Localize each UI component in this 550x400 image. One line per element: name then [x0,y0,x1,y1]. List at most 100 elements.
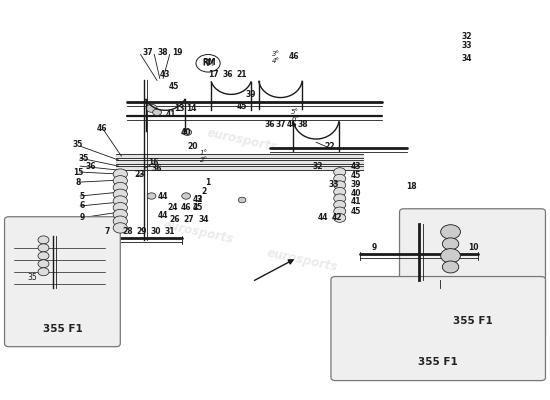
Text: 45: 45 [237,102,248,111]
Text: 17: 17 [208,70,219,79]
Circle shape [38,260,49,268]
Text: 45: 45 [351,207,361,216]
Circle shape [38,244,49,252]
Text: 8: 8 [76,178,81,186]
Text: 33: 33 [462,41,472,50]
Text: 38: 38 [157,48,168,57]
Text: 30: 30 [150,227,161,236]
Text: 9: 9 [79,214,85,222]
Circle shape [334,168,346,176]
Text: 36: 36 [152,164,162,173]
Circle shape [334,200,346,209]
Circle shape [113,169,128,179]
FancyBboxPatch shape [331,276,546,380]
Text: 355 F1: 355 F1 [42,324,82,334]
Text: 25: 25 [192,204,202,212]
Circle shape [183,129,191,136]
Text: 22: 22 [324,142,335,151]
Text: 3: 3 [197,196,202,204]
Text: 15: 15 [73,168,84,176]
Text: 9: 9 [371,242,376,252]
Text: 27: 27 [183,216,194,224]
Text: 4: 4 [193,204,198,212]
Text: 26: 26 [169,216,180,224]
Text: 43: 43 [160,70,170,79]
Text: 41: 41 [166,110,176,119]
Circle shape [38,268,49,276]
Text: 45: 45 [351,171,361,180]
Circle shape [38,252,49,260]
Circle shape [38,236,49,244]
Text: 5°
6°: 5° 6° [292,108,299,122]
Text: 14: 14 [186,104,197,113]
Text: 31: 31 [164,227,175,236]
Text: 29: 29 [136,227,147,236]
Text: 5: 5 [79,192,85,200]
Circle shape [334,207,346,216]
Text: 20: 20 [188,142,198,151]
Text: RM: RM [202,58,216,67]
Text: 3°
4°: 3° 4° [272,51,280,64]
Text: eurosports: eurosports [206,126,279,154]
Text: 41: 41 [351,198,361,206]
Text: eurosports: eurosports [162,218,235,246]
Text: 46: 46 [97,124,107,133]
Text: 37: 37 [142,48,153,57]
Text: 35: 35 [72,140,82,149]
Circle shape [153,109,162,116]
Text: 34: 34 [199,216,209,224]
Circle shape [442,238,459,250]
Text: 38: 38 [297,120,308,129]
Text: 40: 40 [351,189,361,198]
Circle shape [147,193,156,199]
Text: 19: 19 [172,48,183,57]
Text: 10: 10 [469,242,479,252]
Circle shape [238,197,246,203]
Circle shape [113,216,128,226]
Text: 355 F1: 355 F1 [453,316,492,326]
Circle shape [182,193,190,199]
Text: RM: RM [202,59,214,68]
Text: 43: 43 [351,162,361,171]
Text: 13: 13 [174,104,184,113]
Text: 33: 33 [329,180,339,188]
Text: 46: 46 [180,203,191,212]
Text: 28: 28 [123,227,133,236]
Circle shape [146,104,157,112]
Text: 6: 6 [79,202,85,210]
Circle shape [334,181,346,190]
FancyBboxPatch shape [399,209,546,339]
Text: 355 F1: 355 F1 [419,358,458,368]
Text: 21: 21 [237,70,248,79]
Circle shape [334,174,346,183]
Text: 46: 46 [289,52,299,61]
Circle shape [196,54,220,72]
Text: 42: 42 [193,196,204,204]
Circle shape [441,225,460,239]
Circle shape [334,194,346,203]
Text: 44: 44 [318,214,328,222]
Circle shape [113,176,128,186]
Text: 39: 39 [245,90,256,99]
Text: 35: 35 [79,154,89,163]
Text: 32: 32 [312,162,323,171]
Circle shape [441,249,460,263]
Text: 1°
2°: 1° 2° [200,150,208,164]
Circle shape [113,189,128,200]
Text: 1: 1 [206,178,211,186]
Circle shape [113,209,128,220]
Circle shape [113,223,128,233]
Text: 39: 39 [351,180,361,188]
Text: 42: 42 [331,214,342,222]
Text: 24: 24 [167,204,178,212]
Text: 2: 2 [201,187,206,196]
Text: 44: 44 [157,212,168,220]
Text: eurosports: eurosports [266,246,339,274]
Circle shape [113,196,128,206]
Text: 36: 36 [264,120,275,129]
Text: 37: 37 [275,120,286,129]
Text: 34: 34 [462,54,472,63]
Text: 45: 45 [168,82,179,91]
Circle shape [334,187,346,196]
Text: 36: 36 [86,162,96,171]
